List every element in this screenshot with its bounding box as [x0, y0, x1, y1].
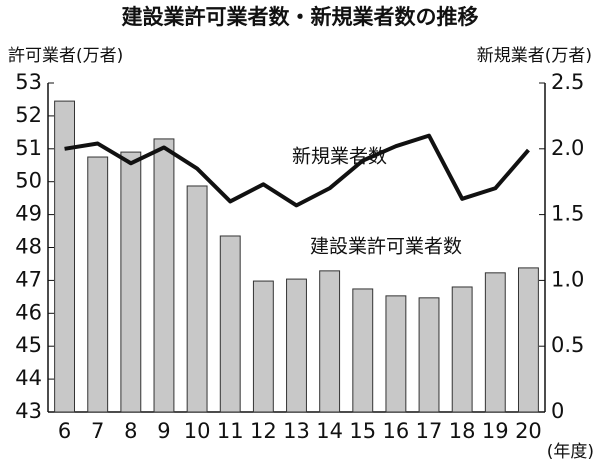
- y2-tick-label: 0: [551, 399, 564, 423]
- bar: [286, 278, 307, 413]
- y2-tick-label: 1.5: [551, 202, 584, 226]
- x-tick-label: 6: [58, 419, 71, 443]
- y-tick-label: 43: [15, 399, 42, 423]
- bar: [352, 288, 374, 413]
- bar: [319, 270, 341, 413]
- y-tick-label: 46: [15, 300, 42, 324]
- bar: [484, 272, 506, 413]
- x-tick-label: 16: [383, 419, 410, 443]
- y-axis-label: 許可業者(万者): [8, 46, 123, 66]
- chart-title: 建設業許可業者数・新規業者数の推移: [122, 5, 479, 29]
- x-tick-label: 15: [349, 419, 376, 443]
- bar: [87, 156, 109, 413]
- y-tick-label: 47: [15, 267, 42, 291]
- bar: [517, 267, 539, 413]
- y2-tick-label: 2.0: [551, 136, 584, 160]
- y-tick-label: 44: [15, 366, 42, 390]
- y2-axis-label: 新規業者(万者): [477, 46, 592, 66]
- y-tick-label: 49: [15, 202, 42, 226]
- x-tick-label: 18: [449, 419, 476, 443]
- y-tick-label: 45: [15, 333, 42, 357]
- y2-tick-label: 0.5: [551, 333, 584, 357]
- annotation: 建設業許可業者数: [310, 236, 462, 258]
- x-tick-label: 13: [283, 419, 310, 443]
- y-tick-label: 52: [15, 103, 42, 127]
- bar: [186, 185, 208, 413]
- bar: [120, 151, 142, 413]
- x-axis-label: (年度): [547, 442, 594, 462]
- x-tick-label: 17: [416, 419, 443, 443]
- x-tick-label: 19: [482, 419, 509, 443]
- y2-tick-label: 1.0: [551, 267, 584, 291]
- bar: [252, 280, 274, 413]
- x-tick-label: 12: [250, 419, 277, 443]
- y-tick-label: 48: [15, 235, 42, 259]
- y-tick-label: 50: [15, 169, 42, 193]
- line: [64, 133, 530, 208]
- bar: [219, 235, 241, 413]
- bar: [385, 295, 407, 413]
- y-tick-label: 53: [15, 70, 42, 94]
- x-tick-label: 8: [124, 419, 137, 443]
- bar: [451, 286, 473, 413]
- y2-tick-label: 2.5: [551, 70, 584, 94]
- x-tick-label: 20: [515, 419, 542, 443]
- x-tick-label: 10: [184, 419, 211, 443]
- bar: [153, 138, 175, 413]
- x-tick-label: 9: [157, 419, 170, 443]
- bar: [54, 100, 76, 413]
- y-tick-label: 51: [15, 136, 42, 160]
- x-tick-label: 11: [217, 419, 244, 443]
- x-tick-label: 7: [91, 419, 104, 443]
- x-tick-label: 14: [316, 419, 343, 443]
- bar: [418, 297, 440, 413]
